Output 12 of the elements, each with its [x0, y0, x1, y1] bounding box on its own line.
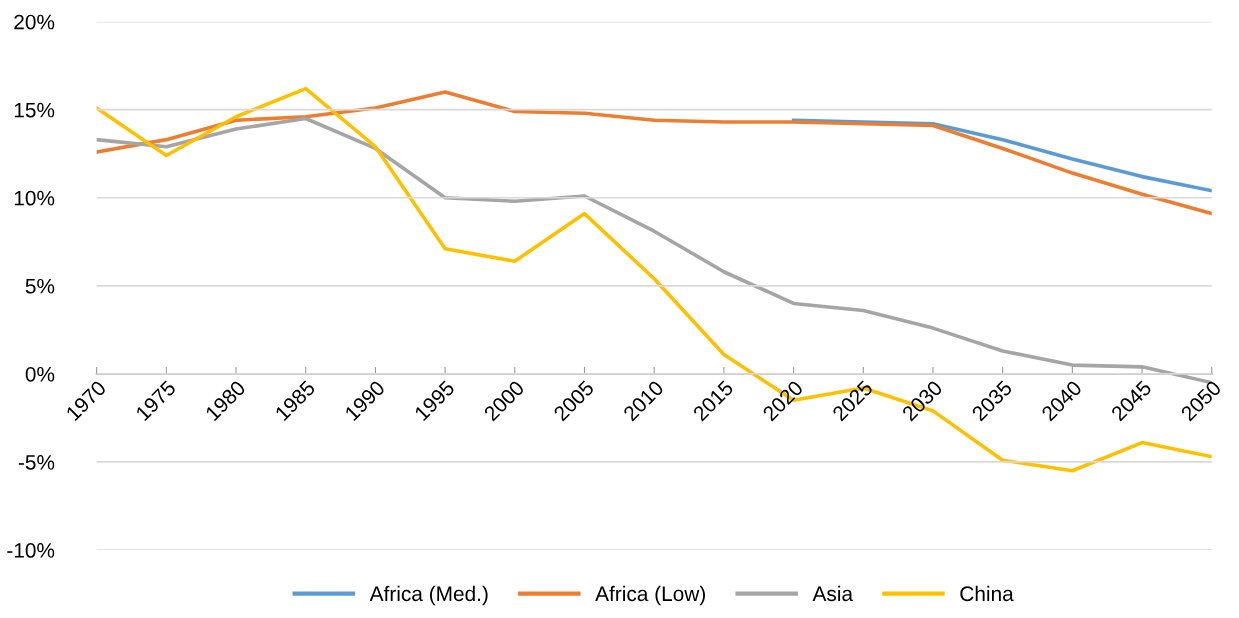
- y-tick-label: -10%: [7, 543, 55, 558]
- y-tick-label: 0%: [25, 366, 55, 382]
- legend-label: China: [960, 585, 1014, 602]
- y-tick-label: 15%: [14, 102, 55, 118]
- legend-label: Africa (Med.): [369, 585, 488, 606]
- y-tick-label: 10%: [14, 190, 55, 206]
- legend-label: Asia: [812, 585, 854, 602]
- y-tick-label: 20%: [14, 14, 55, 30]
- line-series: [96, 90, 1212, 216]
- y-tick-label: -5%: [18, 455, 55, 470]
- y-tick-label: 5%: [25, 278, 55, 294]
- legend-label: Africa (Low): [595, 585, 705, 606]
